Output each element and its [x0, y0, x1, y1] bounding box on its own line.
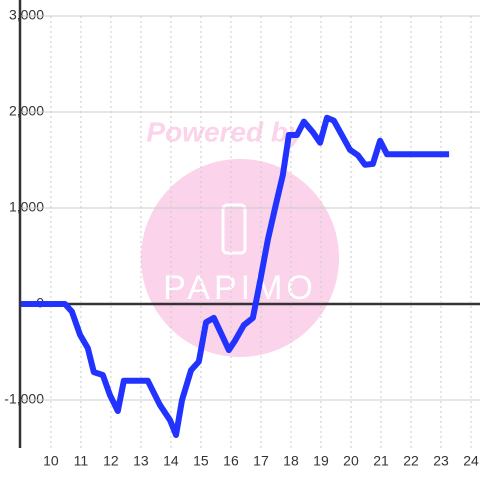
x-tick-label: 20: [343, 453, 359, 469]
x-tick-label: 16: [223, 453, 239, 469]
y-tick-label: 2,000: [9, 103, 44, 119]
x-tick-label: 13: [133, 453, 149, 469]
logo-text: PAPIMO: [163, 269, 317, 307]
x-tick-label: 14: [163, 453, 179, 469]
x-tick-label: 18: [283, 453, 299, 469]
x-tick-label: 19: [313, 453, 329, 469]
logo-icon: [221, 203, 247, 255]
watermark-text: Powered by: [146, 116, 305, 147]
y-tick-label: -1,000: [4, 391, 44, 407]
x-tick-label: 21: [373, 453, 389, 469]
x-tick-label: 12: [103, 453, 119, 469]
x-tick-label: 11: [74, 453, 89, 469]
x-tick-label: 22: [403, 453, 419, 469]
x-tick-label: 15: [193, 453, 209, 469]
x-tick-label: 24: [463, 453, 479, 469]
line-series: [20, 114, 450, 439]
y-tick-label: 3,000: [9, 7, 44, 23]
x-tick-label: 10: [43, 453, 59, 469]
x-tick-label: 17: [253, 453, 269, 469]
x-tick-label: 23: [433, 453, 449, 469]
y-tick-label: 1,000: [9, 199, 44, 215]
